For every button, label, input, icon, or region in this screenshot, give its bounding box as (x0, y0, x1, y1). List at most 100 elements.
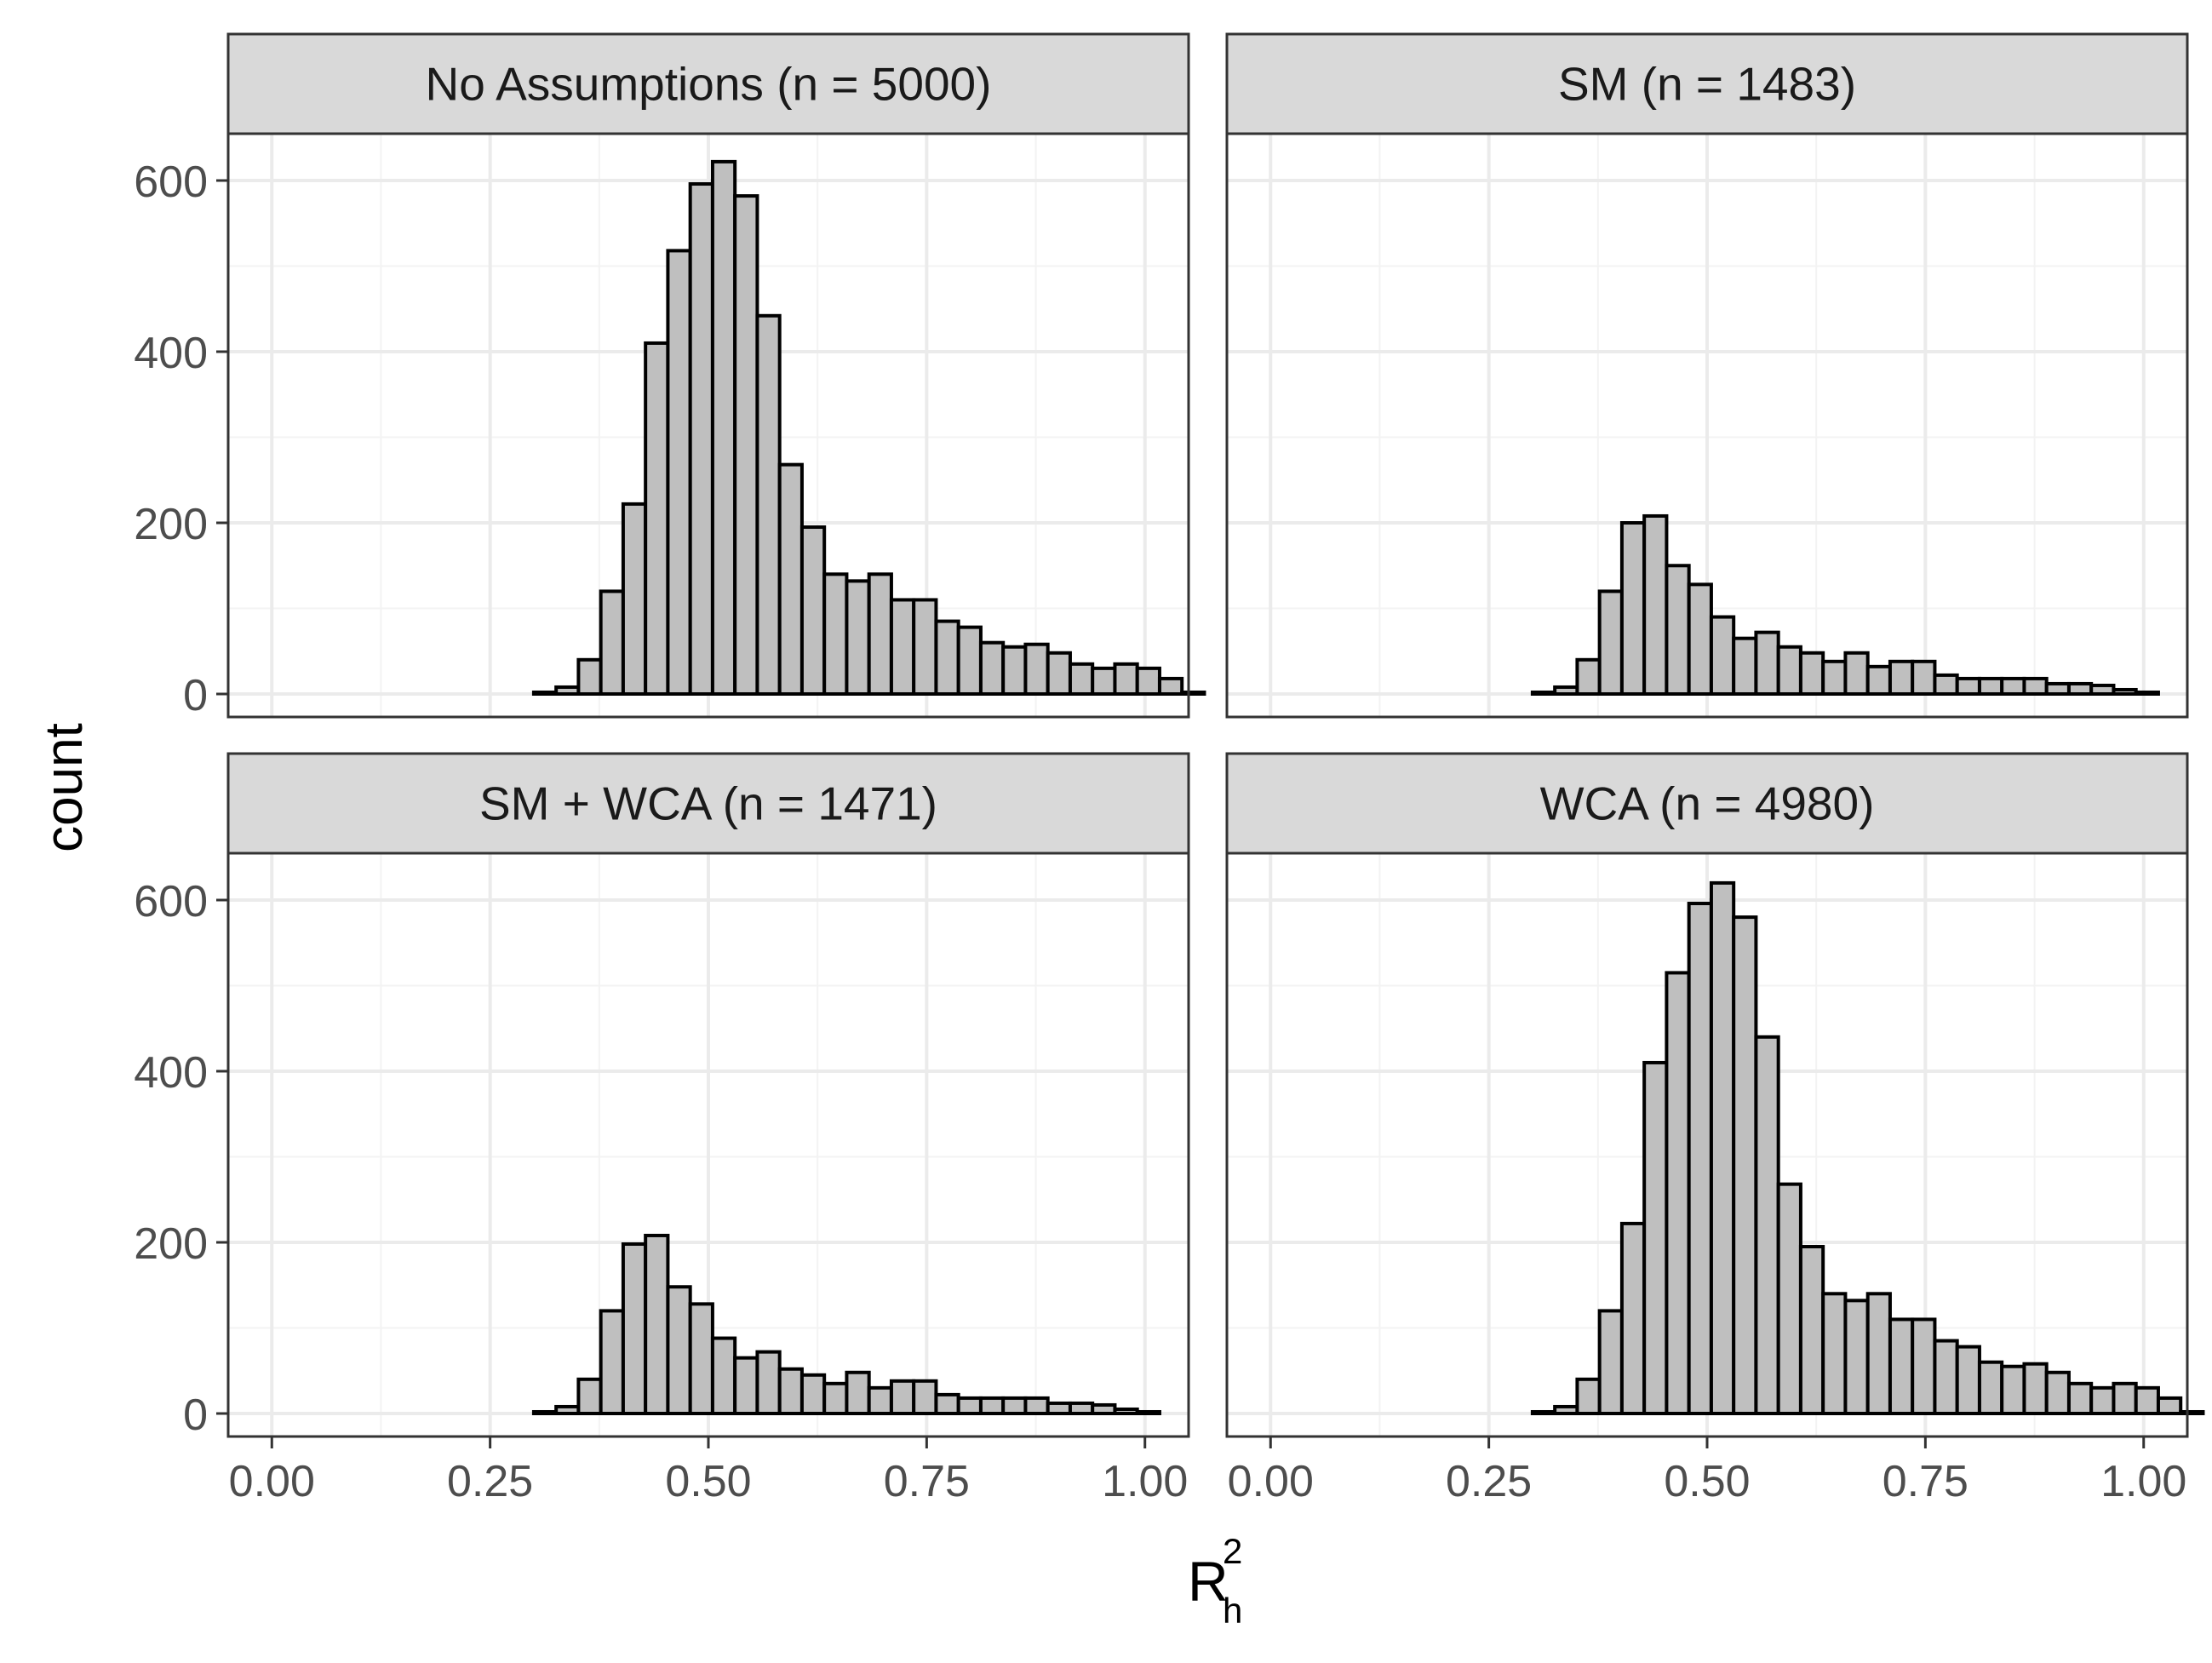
histogram-bar (2089, 683, 2116, 697)
y-tick-label: 0 (183, 671, 208, 720)
histogram-bar (2112, 687, 2138, 696)
histogram-bar (799, 1373, 827, 1416)
histogram-bar (2134, 690, 2160, 696)
histogram-bar (1575, 1377, 1602, 1416)
histogram-bar (1776, 1182, 1802, 1416)
histogram-bar (1046, 1401, 1072, 1415)
x-tick-label: 0.25 (447, 1457, 533, 1506)
histogram-bar (1687, 582, 1713, 696)
histogram-bar (912, 598, 938, 697)
histogram-bar (733, 194, 759, 696)
histogram-bar (710, 159, 737, 696)
histogram-bar (777, 1367, 804, 1415)
histogram-bar (1642, 1060, 1669, 1415)
facet-title: No Assumptions (n = 5000) (426, 58, 992, 111)
x-axis-title-superscript: 2 (1223, 1531, 1242, 1571)
histogram-bar (1709, 880, 1736, 1415)
histogram-bar (755, 1350, 782, 1416)
histogram-bar (1157, 676, 1184, 696)
histogram-bar (531, 690, 559, 696)
histogram-bar (1933, 1339, 1959, 1415)
histogram-bar (1642, 513, 1669, 697)
histogram-bar (1888, 659, 1915, 696)
y-tick-label: 600 (134, 158, 208, 207)
histogram-bar (934, 619, 960, 697)
histogram-bar (777, 462, 804, 696)
y-tick-label: 0 (183, 1391, 208, 1440)
histogram-bar (1821, 1292, 1848, 1416)
histogram-bar (2066, 681, 2094, 697)
x-tick-label: 1.00 (2100, 1457, 2186, 1506)
histogram-bar (889, 598, 916, 697)
histogram-bar (666, 1285, 692, 1416)
histogram-bar (1046, 651, 1072, 697)
x-tick-label: 0.50 (665, 1457, 751, 1506)
facet-panel: SM + WCA (n = 1471) 0 200 400 600 0.00 0.25 0.5… (134, 752, 1190, 1506)
histogram-bar (956, 1396, 983, 1416)
histogram-bar (1911, 1317, 1937, 1415)
histogram-bar (666, 249, 692, 697)
histogram-bar (1888, 1317, 1915, 1415)
x-tick-label: 0.50 (1664, 1457, 1750, 1506)
histogram-bar (644, 341, 670, 696)
y-tick-label: 600 (134, 877, 208, 926)
histogram-bar (2000, 1364, 2026, 1415)
histogram-bar (1665, 564, 1691, 696)
histogram-bar (845, 579, 871, 697)
histogram-bar (621, 1242, 648, 1416)
histogram-bar (2156, 1396, 2183, 1416)
histogram-bar (733, 1356, 759, 1416)
histogram-bar (889, 1379, 916, 1416)
x-tick-label: 0.00 (1228, 1457, 1314, 1506)
y-axis-title: count (35, 723, 94, 852)
histogram-bar (934, 1392, 960, 1416)
histogram-bar (2112, 1381, 2138, 1415)
histogram-bar (1754, 1035, 1780, 1416)
histogram-bar (1180, 690, 1206, 696)
histogram-bar (688, 1302, 714, 1415)
histogram-bar (956, 625, 983, 696)
histogram-bar (1687, 902, 1713, 1415)
histogram-bar (576, 657, 603, 696)
y-tick-label: 400 (134, 1048, 208, 1098)
histogram-bar (867, 1385, 893, 1415)
histogram-bar (1732, 915, 1758, 1415)
histogram-bar (1091, 666, 1117, 696)
histogram-bar (710, 1336, 737, 1416)
histogram-bar (1091, 1402, 1117, 1415)
x-tick-label: 0.75 (884, 1457, 970, 1506)
panel-border (226, 132, 1190, 719)
histogram-bar (2044, 1370, 2071, 1416)
histogram-bar (1023, 1396, 1050, 1416)
histogram-bar (599, 589, 625, 697)
histogram-bar (799, 525, 827, 697)
histogram-bar (554, 685, 581, 697)
x-tick-label: 0.75 (1882, 1457, 1968, 1506)
histogram-bar (1843, 651, 1870, 697)
histogram-bar (845, 1370, 871, 1416)
histogram-bar (1553, 1404, 1579, 1415)
histogram-bar (1955, 676, 1981, 696)
x-axis-title-main: R (1188, 1550, 1229, 1613)
x-tick-label: 1.00 (1102, 1457, 1188, 1506)
histogram-bar (912, 1379, 938, 1416)
facet-title: WCA (n = 4980) (1540, 777, 1875, 830)
histogram-bar (822, 1381, 849, 1415)
histogram-bar (1732, 636, 1758, 696)
histogram-bar (1530, 690, 1557, 696)
histogram-bar (2134, 1385, 2160, 1415)
histogram-bar (1001, 1396, 1028, 1416)
histogram-bar (1619, 1221, 1647, 1416)
histogram-bar (1665, 971, 1691, 1416)
histogram-bar (1776, 645, 1802, 696)
histogram-bar (1754, 630, 1780, 697)
histogram-bar (1530, 1409, 1557, 1415)
facet-panel: WCA (n = 4980) 0.00 0.25 0.50 0.75 1.00 (1225, 752, 2205, 1506)
histogram-bar (822, 572, 849, 696)
y-tick-label: 200 (134, 1219, 208, 1269)
histogram-bar (1865, 664, 1892, 697)
panel-border (1225, 132, 2189, 719)
histogram-bar (1135, 1409, 1161, 1415)
